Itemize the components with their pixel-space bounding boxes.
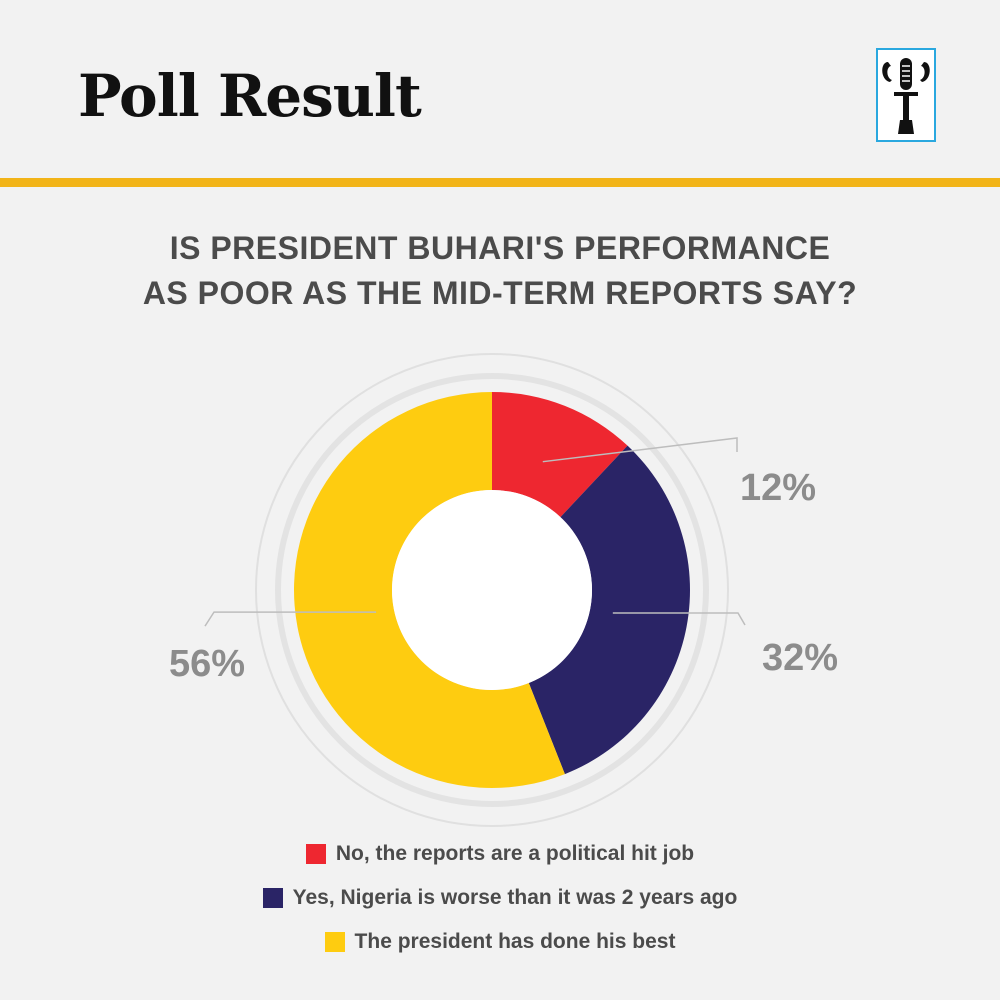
- chart-title: IS PRESIDENT BUHARI'S PERFORMANCE AS POO…: [60, 226, 940, 316]
- data-label: 12%: [740, 467, 816, 509]
- legend-label-best: The president has done his best: [354, 930, 676, 953]
- legend-swatch-yes: [262, 888, 283, 908]
- donut-slice: [293, 392, 565, 788]
- legend-item: The president has done his best: [0, 930, 1000, 954]
- donut-chart: 12% 32% 56%: [0, 340, 1000, 840]
- legend-item: No, the reports are a political hit job: [0, 842, 1000, 866]
- legend-label-yes: Yes, Nigeria is worse than it was 2 year…: [292, 886, 738, 909]
- data-label: 56%: [169, 643, 245, 685]
- donut-slice: [492, 392, 628, 518]
- microphone-emblem-icon: [876, 48, 936, 142]
- legend-item: Yes, Nigeria is worse than it was 2 year…: [0, 886, 1000, 910]
- chart-title-line-1: IS PRESIDENT BUHARI'S PERFORMANCE: [169, 230, 831, 266]
- leader-line: [204, 611, 377, 627]
- accent-divider: [0, 178, 1000, 187]
- data-label: 32%: [762, 637, 838, 679]
- page-title: Poll Result: [78, 62, 422, 130]
- legend: No, the reports are a political hit job …: [0, 842, 1000, 974]
- legend-swatch-no: [305, 844, 326, 864]
- chart-title-line-2: AS POOR AS THE MID-TERM REPORTS SAY?: [142, 275, 858, 311]
- legend-swatch-best: [324, 932, 345, 952]
- inner-ring: [275, 373, 709, 807]
- legend-label-no: No, the reports are a political hit job: [335, 842, 695, 865]
- header: Poll Result: [0, 0, 1000, 178]
- leader-line: [542, 437, 738, 463]
- leader-line: [612, 612, 746, 626]
- outer-ring: [255, 353, 729, 827]
- donut-hole: [392, 490, 592, 690]
- donut-slice: [528, 445, 690, 775]
